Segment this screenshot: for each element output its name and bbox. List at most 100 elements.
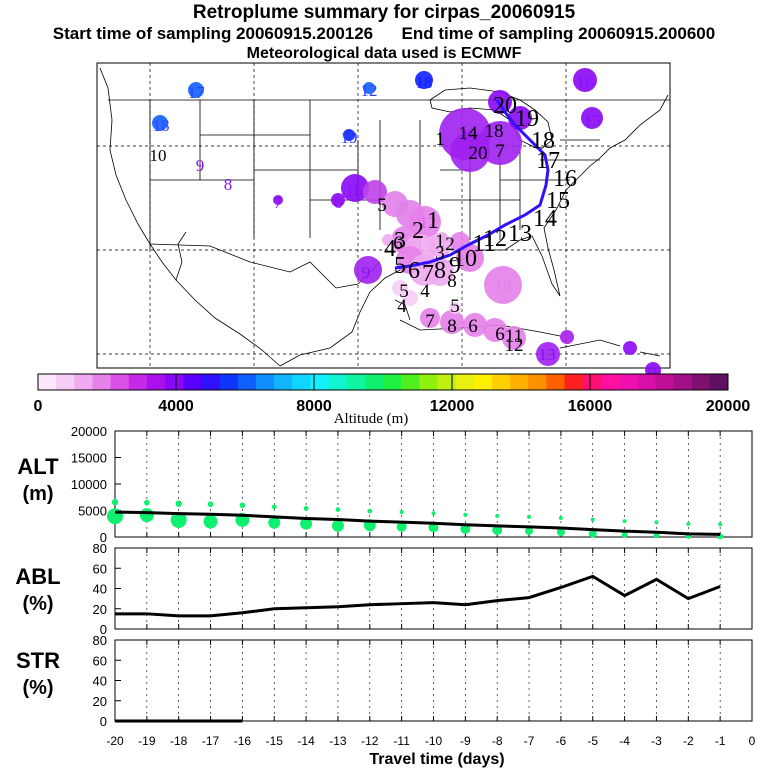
cluster-circle <box>436 232 448 244</box>
x-tick-label: -11 <box>393 734 410 748</box>
colorbar-cell <box>491 374 511 390</box>
x-tick-label: -2 <box>683 734 694 748</box>
start-time-label: Start time of sampling 20060915.200126 <box>52 24 374 43</box>
y-tick-label: 20 <box>93 602 107 617</box>
x-tick-label: -10 <box>425 734 443 748</box>
cluster-circle <box>426 258 454 286</box>
map-label: 10 <box>495 276 512 295</box>
panel-abl: 80 60 40 20 0 ABL (%) <box>15 541 753 637</box>
alt-cluster-small <box>622 519 627 524</box>
map-label: 7 <box>274 193 283 212</box>
colorbar-cell <box>201 374 221 390</box>
x-axis-label: Travel time (days) <box>369 751 504 768</box>
colorbar-cell <box>56 374 75 390</box>
alt-cluster-circle <box>588 529 597 538</box>
colorbar-tick-label: 8000 <box>296 398 332 415</box>
cluster-circle <box>502 326 526 350</box>
alt-cluster-circle <box>525 527 534 536</box>
trajectory-day-label: 3 <box>394 228 406 254</box>
colorbar-cell <box>219 374 239 390</box>
y-tick-label: 5000 <box>78 504 107 519</box>
trajectory-day-label: 1 <box>427 208 439 234</box>
map-label: 10 <box>150 146 167 165</box>
cluster-circle <box>484 266 522 304</box>
cluster-day-label: 4 <box>420 281 430 302</box>
series-line-alt <box>114 510 721 536</box>
alt-cluster-small <box>718 522 723 527</box>
y-tick-label: 80 <box>93 541 107 556</box>
trajectory-day-label: 5 <box>394 253 406 279</box>
alt-cluster-circle <box>492 524 503 535</box>
colorbar-cell <box>637 374 656 390</box>
trajectory-day-label: 16 <box>553 166 577 192</box>
cluster-day-label: 6 <box>468 316 478 337</box>
y-tick-label: 40 <box>93 582 107 597</box>
colorbar-cell <box>437 374 457 390</box>
alt-cluster-circle <box>621 531 628 538</box>
colorbar-cell <box>546 374 566 390</box>
colorbar-cell <box>600 374 620 390</box>
cluster-circle <box>420 308 440 328</box>
map-label: 6 <box>334 193 343 212</box>
map-label: 13 <box>461 126 478 145</box>
map-label: 18 <box>153 116 170 135</box>
alt-cluster-circle <box>300 517 313 530</box>
y-tick-label: 0 <box>100 714 107 729</box>
map-label: 19 <box>341 128 358 147</box>
particle-clusters <box>152 68 661 378</box>
trajectory-day-label: 15 <box>546 188 570 214</box>
alt-cluster-circle <box>556 528 565 537</box>
cluster-circle <box>382 234 394 246</box>
cluster-day-label: 1 <box>435 231 445 252</box>
colorbar-cell <box>292 374 311 390</box>
colorbar-tick-label: 0 <box>34 398 43 415</box>
trajectory-centroid-path <box>394 99 550 270</box>
trajectory-day-label: 10 <box>453 246 477 272</box>
alt-cluster-small <box>303 506 309 511</box>
colorbar-cell <box>328 374 348 390</box>
colorbar-cell <box>564 374 584 390</box>
y-tick-label: 0 <box>100 622 107 637</box>
colorbar-cell <box>74 374 93 390</box>
colorbar-tick-label: 16000 <box>568 398 613 415</box>
colorbar-tick-label: 4000 <box>158 398 194 415</box>
cluster-circle <box>152 115 168 131</box>
colorbar-cell <box>110 374 130 390</box>
colorbar-cell <box>401 374 420 390</box>
alt-cluster-small <box>335 507 341 512</box>
cluster-circle <box>363 180 387 204</box>
altitude-colorbar: 0 4000 8000 12000 16000 20000 Altitude (m) <box>34 373 750 427</box>
cluster-day-label: 6 <box>393 233 403 254</box>
colorbar-cells <box>38 374 729 390</box>
panel-alt: 20000 15000 10000 5000 0 ALT (m) <box>17 424 753 545</box>
cluster-circle <box>354 256 382 284</box>
alt-cluster-circle <box>107 508 123 525</box>
colorbar-cell <box>183 374 202 390</box>
panel-ylabel-unit: (%) <box>22 677 53 699</box>
cluster-day-label: 5 <box>399 281 409 302</box>
cluster-circle <box>450 132 490 172</box>
x-tick-label: -20 <box>106 734 124 748</box>
us-mexico-border <box>149 243 381 289</box>
trajectory-day-label: 2 <box>412 218 424 244</box>
trajectory-day-label: 20 <box>493 93 517 119</box>
cluster-day-label: 11 <box>505 326 523 347</box>
x-tick-label: -12 <box>361 734 379 748</box>
y-tick-label: 60 <box>93 561 107 576</box>
chart-title: Retroplume summary for cirpas_20060915 <box>192 2 576 23</box>
cluster-circle <box>363 82 375 94</box>
colorbar-cell <box>528 374 547 390</box>
panel-ylabel-name: ABL <box>15 564 60 589</box>
cluster-circle <box>456 244 484 272</box>
x-tick-label: -5 <box>587 734 598 748</box>
cluster-day-label: 12 <box>505 335 524 356</box>
time-series-panels: 20000 15000 10000 5000 0 ALT (m) 80 60 40 20 0 ABL (%… <box>15 424 755 768</box>
cluster-day-label: 5 <box>450 296 460 317</box>
cluster-day-label: 3 <box>435 243 445 264</box>
cluster-circle <box>536 342 560 366</box>
colorbar-cell <box>510 374 529 390</box>
cluster-day-label: 8 <box>447 271 457 292</box>
map-label: 13 <box>539 345 556 364</box>
y-tick-label: 80 <box>93 633 107 648</box>
